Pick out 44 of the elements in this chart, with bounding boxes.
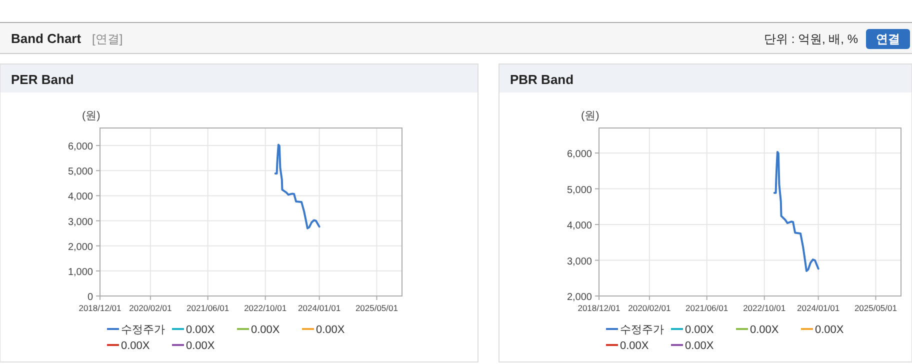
y-tick-label: 3,000 <box>68 216 94 228</box>
y-tick-label: 3,000 <box>566 256 592 268</box>
x-tick-label: 2020/02/01 <box>129 303 172 313</box>
text: [연결] <box>92 32 123 46</box>
legend-label: 0.00X <box>815 324 844 336</box>
legend-label: 0.00X <box>750 324 780 336</box>
legend-label: 0.00X <box>186 340 216 352</box>
y-tick-label: 5,000 <box>68 166 94 178</box>
y-tick-label: 6,000 <box>68 142 94 153</box>
legend-label: 수정주가 <box>121 324 165 336</box>
x-tick-label: 2018/12/01 <box>78 303 122 313</box>
text: Band Chart <box>11 31 82 46</box>
y-tick-label: 5,000 <box>566 184 592 196</box>
y-tick-label: 4,000 <box>68 192 94 203</box>
x-tick-label: 2024/01/01 <box>797 303 840 313</box>
text: 단위 : 억원, 배, % <box>764 32 858 46</box>
y-tick-label: 0 <box>87 292 94 303</box>
x-tick-label: 2021/06/01 <box>686 303 728 313</box>
x-tick-label: 2022/10/01 <box>743 303 786 313</box>
x-tick-label: 2025/05/01 <box>355 303 398 313</box>
chart-title: PBR Band <box>510 72 574 87</box>
button: 연결 <box>866 29 910 49</box>
y-axis-title: (원) <box>82 110 100 122</box>
legend-label: 0.00X <box>186 324 216 336</box>
y-tick-label: 2,000 <box>68 242 94 253</box>
legend-label: 0.00X <box>685 324 714 336</box>
legend-label: 0.00X <box>316 324 346 336</box>
legend-label: 0.00X <box>121 340 150 352</box>
legend-label: 0.00X <box>620 340 650 352</box>
y-tick-label: 2,000 <box>566 292 592 303</box>
y-tick-label: 4,000 <box>566 220 592 232</box>
chart-title: PER Band <box>11 72 74 87</box>
y-tick-label: 6,000 <box>566 149 592 160</box>
x-tick-label: 2018/12/01 <box>578 303 621 313</box>
y-tick-label: 1,000 <box>68 266 94 278</box>
x-tick-label: 2020/02/01 <box>628 303 671 313</box>
x-tick-label: 2022/10/01 <box>244 303 287 313</box>
x-tick-label: 2024/01/01 <box>298 303 341 313</box>
x-tick-label: 2025/05/01 <box>854 303 898 313</box>
legend-label: 수정주가 <box>620 324 664 336</box>
x-tick-label: 2021/06/01 <box>186 303 230 313</box>
y-axis-title: (원) <box>581 110 600 122</box>
legend-label: 0.00X <box>685 340 714 352</box>
legend-label: 0.00X <box>251 324 280 336</box>
